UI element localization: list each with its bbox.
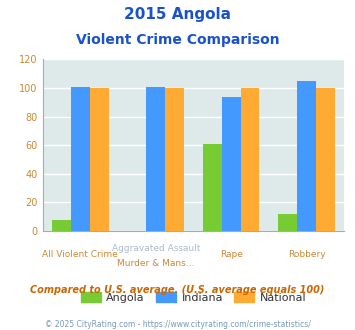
Text: Compared to U.S. average. (U.S. average equals 100): Compared to U.S. average. (U.S. average … — [30, 285, 325, 295]
Text: Violent Crime Comparison: Violent Crime Comparison — [76, 33, 279, 47]
Bar — [316, 88, 335, 231]
Bar — [241, 88, 260, 231]
Bar — [203, 144, 222, 231]
Text: Rape: Rape — [220, 250, 242, 259]
Bar — [165, 88, 184, 231]
Bar — [222, 97, 241, 231]
Bar — [278, 214, 297, 231]
Text: Robbery: Robbery — [288, 250, 326, 259]
Bar — [90, 88, 109, 231]
Text: 2015 Angola: 2015 Angola — [124, 7, 231, 21]
Bar — [146, 86, 165, 231]
Text: Murder & Mans...: Murder & Mans... — [117, 259, 195, 268]
Text: Aggravated Assault: Aggravated Assault — [111, 244, 200, 253]
Legend: Angola, Indiana, National: Angola, Indiana, National — [76, 288, 311, 308]
Bar — [71, 86, 90, 231]
Text: © 2025 CityRating.com - https://www.cityrating.com/crime-statistics/: © 2025 CityRating.com - https://www.city… — [45, 320, 310, 329]
Text: All Violent Crime: All Violent Crime — [43, 250, 118, 259]
Bar — [52, 219, 71, 231]
Bar — [297, 81, 316, 231]
